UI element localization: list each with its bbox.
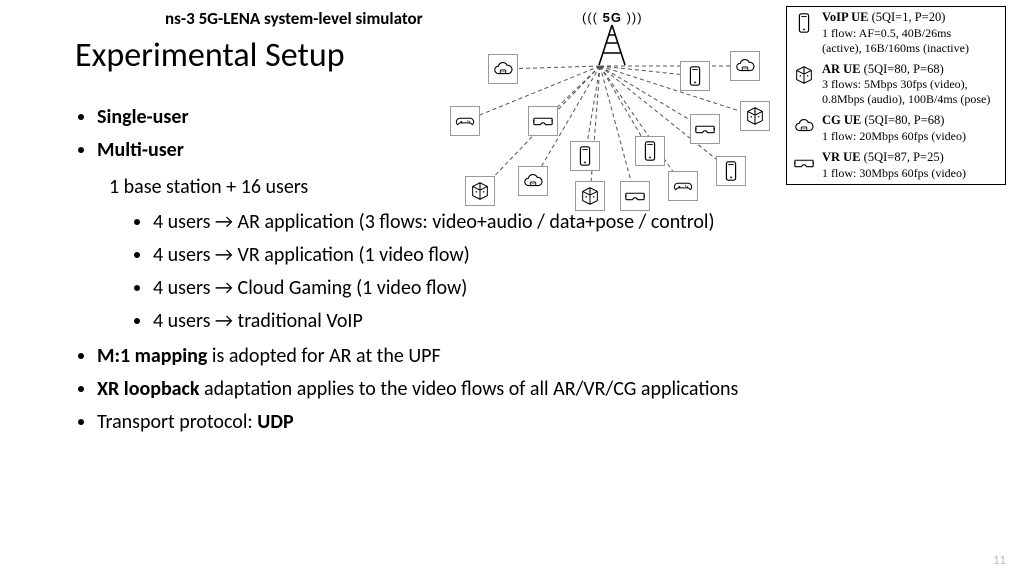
legend-voip: VoIP UE (5QI=1, P=20) 1 flow: AF=0.5, 40… — [787, 7, 1005, 59]
tower-icon: ((( 5G ))) — [582, 10, 643, 67]
cube-device-icon — [575, 181, 605, 211]
cloud-device-icon — [488, 54, 518, 84]
phone-device-icon — [716, 156, 746, 186]
legend-vr-title: VR UE — [822, 150, 861, 164]
bullet-loopback: XR loopback adaptation applies to the vi… — [97, 374, 984, 405]
cube-device-icon — [465, 176, 495, 206]
mapping-bold: M:1 mapping — [97, 344, 207, 368]
cube-device-icon — [740, 101, 770, 131]
bullet-vr: 4 users → VR application (1 video flow) — [153, 240, 984, 271]
bullet-multi-text: Multi-user — [97, 138, 184, 162]
goggle-device-icon — [620, 181, 650, 211]
bullet-cg: 4 users → Cloud Gaming (1 video flow) — [153, 273, 984, 304]
cloud-icon — [792, 113, 816, 144]
phone-device-icon — [635, 136, 665, 166]
legend-vr: VR UE (5QI=87, P=25) 1 flow: 30Mbps 60fp… — [787, 147, 1005, 184]
slide: ns-3 5G-LENA system-level simulator Expe… — [0, 0, 1024, 576]
legend-voip-title: VoIP UE — [822, 10, 868, 24]
mapping-rest: is adopted for AR at the UPF — [207, 344, 440, 368]
legend-voip-l2: (active), 16B/160ms (inactive) — [822, 41, 1000, 56]
legend-cg: CG UE (5QI=80, P=68) 1 flow: 20Mbps 60fp… — [787, 110, 1005, 147]
network-diagram: ((( 5G ))) — [400, 6, 780, 211]
game-device-icon — [450, 106, 480, 136]
legend-ar-l2: 0.8Mbps (audio), 100B/4ms (pose) — [822, 92, 1000, 107]
game-device-icon — [668, 171, 698, 201]
goggle-icon — [792, 150, 816, 181]
legend-voip-l1: 1 flow: AF=0.5, 40B/26ms — [822, 26, 1000, 41]
tower-label: 5G — [603, 10, 622, 25]
legend-cg-params: (5QI=80, P=68) — [861, 113, 944, 127]
bullet-mapping: M:1 mapping is adopted for AR at the UPF — [97, 341, 984, 372]
bullet-voip: 4 users → traditional VoIP — [153, 306, 984, 337]
bullet-single-text: Single-user — [97, 105, 189, 129]
cube-icon — [792, 62, 816, 108]
legend-vr-params: (5QI=87, P=25) — [861, 150, 944, 164]
cloud-device-icon — [730, 51, 760, 81]
legend-vr-l1: 1 flow: 30Mbps 60fps (video) — [822, 166, 1000, 181]
legend-cg-l1: 1 flow: 20Mbps 60fps (video) — [822, 129, 1000, 144]
phone-device-icon — [680, 61, 710, 91]
legend-cg-title: CG UE — [822, 113, 861, 127]
legend-ar-params: (5QI=80, P=68) — [861, 62, 944, 76]
phone-icon — [792, 10, 816, 56]
legend-ar-title: AR UE — [822, 62, 861, 76]
cloud-device-icon — [518, 166, 548, 196]
transport-bold: UDP — [257, 410, 293, 434]
transport-pre: Transport protocol: — [97, 410, 257, 434]
goggle-device-icon — [690, 114, 720, 144]
legend-ar-l1: 3 flows: 5Mbps 30fps (video), — [822, 77, 1000, 92]
legend-box: VoIP UE (5QI=1, P=20) 1 flow: AF=0.5, 40… — [786, 6, 1006, 185]
loop-bold: XR loopback — [97, 377, 200, 401]
legend-voip-params: (5QI=1, P=20) — [868, 10, 945, 24]
goggle-device-icon — [528, 106, 558, 136]
loop-rest: adaptation applies to the video flows of… — [200, 377, 739, 401]
phone-device-icon — [570, 141, 600, 171]
bullet-transport: Transport protocol: UDP — [97, 407, 984, 438]
legend-ar: AR UE (5QI=80, P=68) 3 flows: 5Mbps 30fp… — [787, 59, 1005, 111]
page-number: 11 — [993, 553, 1006, 568]
bullet-ar: 4 users → AR application (3 flows: video… — [153, 207, 984, 238]
